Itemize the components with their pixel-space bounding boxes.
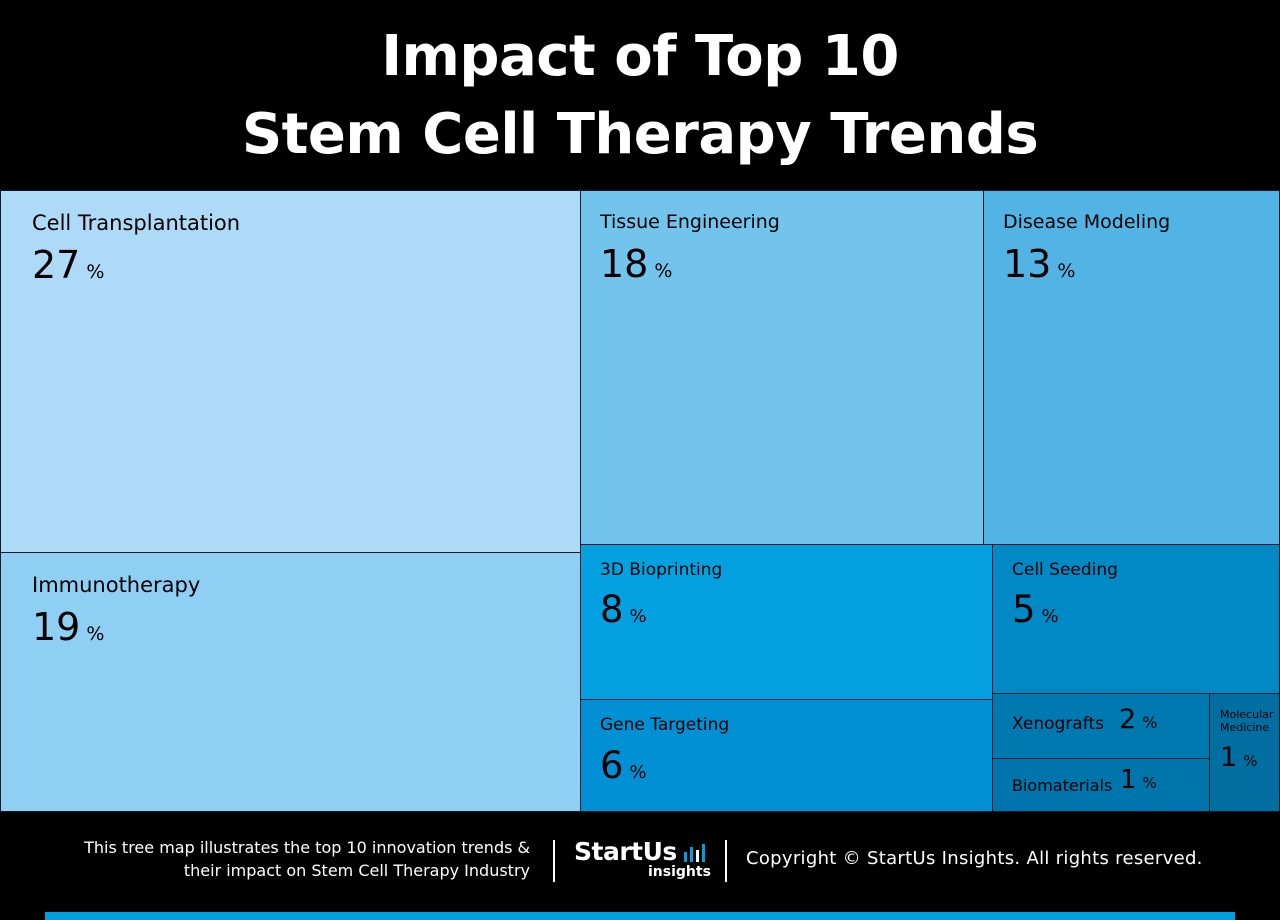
tile-value: 8% bbox=[600, 591, 647, 628]
tile-value-number: 2 bbox=[1119, 704, 1137, 735]
treemap-tile-immunotherapy: Immunotherapy 19% bbox=[0, 552, 581, 812]
treemap-tile-biomaterials: Biomaterials 1% bbox=[992, 758, 1210, 812]
tile-label: Xenografts bbox=[1012, 714, 1104, 734]
tile-label: Molecular Medicine bbox=[1220, 708, 1274, 734]
tile-value-unit: % bbox=[654, 260, 673, 282]
tile-value: 13% bbox=[1003, 245, 1075, 283]
bar-chart-icon bbox=[684, 844, 705, 862]
footer-note-line-2: their impact on Stem Cell Therapy Indust… bbox=[183, 861, 530, 880]
tile-value-number: 1 bbox=[1220, 742, 1238, 773]
startus-insights-logo: StartUs insights bbox=[574, 838, 714, 884]
tile-value-unit: % bbox=[86, 261, 105, 283]
treemap-tile-tissue-engineering: Tissue Engineering 18% bbox=[580, 190, 984, 545]
treemap-tile-3d-bioprinting: 3D Bioprinting 8% bbox=[580, 544, 993, 700]
tile-label: Immunotherapy bbox=[32, 573, 201, 597]
tile-value-unit: % bbox=[1142, 713, 1158, 732]
tile-value: 19% bbox=[32, 608, 104, 646]
tile-value-number: 1 bbox=[1120, 765, 1137, 795]
tile-label: Tissue Engineering bbox=[600, 211, 780, 233]
tile-value: 5% bbox=[1012, 591, 1059, 628]
tile-label: Cell Seeding bbox=[1012, 560, 1118, 580]
chart-title: Impact of Top 10 Stem Cell Therapy Trend… bbox=[0, 18, 1280, 174]
treemap-tile-cell-transplantation: Cell Transplantation 27% bbox=[0, 190, 581, 553]
footer-note: This tree map illustrates the top 10 inn… bbox=[20, 836, 530, 882]
logo-wordmark: StartUs bbox=[574, 837, 677, 866]
tile-label: Disease Modeling bbox=[1003, 211, 1171, 233]
tile-value-number: 27 bbox=[32, 243, 81, 287]
treemap-tile-gene-targeting: Gene Targeting 6% bbox=[580, 699, 993, 812]
tile-value-number: 5 bbox=[1012, 588, 1036, 631]
tile-value-number: 8 bbox=[600, 588, 624, 631]
tile-value-unit: % bbox=[86, 623, 105, 645]
tile-value-unit: % bbox=[1057, 260, 1076, 282]
chart-title-line-2: Stem Cell Therapy Trends bbox=[241, 102, 1039, 167]
tile-label: Biomaterials bbox=[1012, 776, 1113, 795]
tile-value-number: 18 bbox=[600, 242, 649, 286]
tile-label: 3D Bioprinting bbox=[600, 560, 723, 580]
footer-divider-right bbox=[725, 840, 727, 882]
chart-title-line-1: Impact of Top 10 bbox=[381, 24, 899, 89]
tile-value-unit: % bbox=[629, 606, 647, 627]
treemap-tile-disease-modeling: Disease Modeling 13% bbox=[983, 190, 1280, 545]
tile-value-unit: % bbox=[1142, 774, 1157, 792]
treemap: Cell Transplantation 27% Immunotherapy 19% T… bbox=[0, 190, 1280, 812]
tile-value: 1% bbox=[1120, 767, 1157, 793]
treemap-tile-xenografts: Xenografts 2% bbox=[992, 693, 1210, 759]
tile-value: 18% bbox=[600, 245, 672, 283]
tile-value: 2% bbox=[1119, 706, 1157, 733]
tile-label: Cell Transplantation bbox=[32, 211, 241, 235]
tile-value: 1% bbox=[1220, 744, 1257, 771]
copyright-text: Copyright © StartUs Insights. All rights… bbox=[746, 848, 1203, 869]
tile-value-number: 13 bbox=[1003, 242, 1052, 286]
tile-value-number: 6 bbox=[600, 744, 624, 787]
tile-value-unit: % bbox=[629, 762, 647, 783]
treemap-tile-molecular-medicine: Molecular Medicine 1% bbox=[1209, 693, 1280, 812]
tile-value-unit: % bbox=[1041, 606, 1059, 627]
tile-value: 6% bbox=[600, 747, 647, 784]
accent-bar bbox=[45, 912, 1235, 920]
tile-value-unit: % bbox=[1243, 752, 1258, 770]
tile-value-number: 19 bbox=[32, 605, 81, 649]
tile-value: 27% bbox=[32, 246, 104, 284]
footer-divider-left bbox=[553, 840, 555, 882]
tile-label: Gene Targeting bbox=[600, 715, 730, 735]
footer-note-line-1: This tree map illustrates the top 10 inn… bbox=[84, 838, 530, 857]
logo-subtitle: insights bbox=[648, 864, 711, 880]
treemap-tile-cell-seeding: Cell Seeding 5% bbox=[992, 544, 1280, 694]
